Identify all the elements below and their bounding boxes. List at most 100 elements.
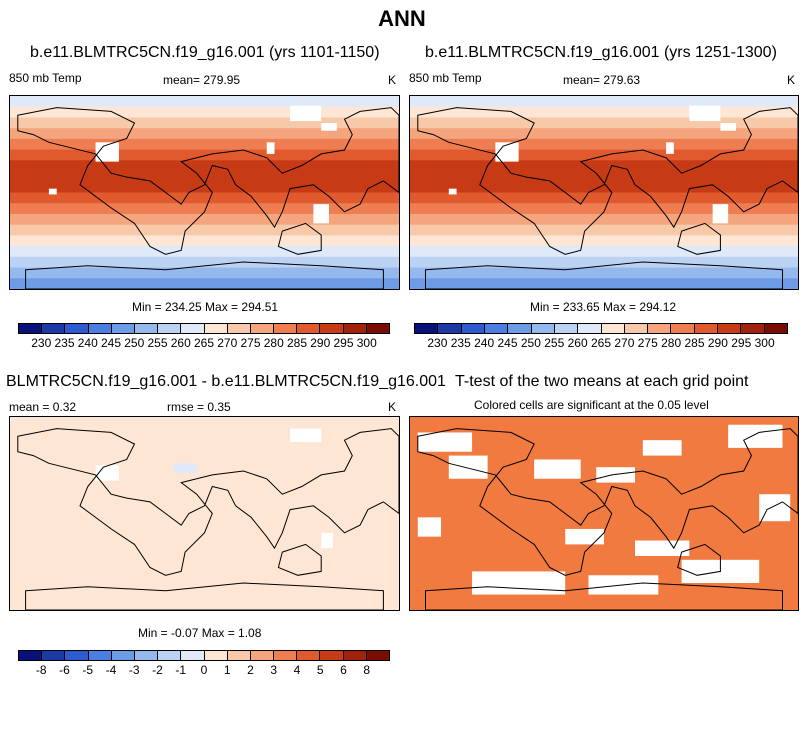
- colorbar-tick-label: 4: [293, 663, 301, 677]
- colorbar-swatch: [297, 324, 321, 333]
- coastline: [425, 582, 783, 610]
- panel3-map-svg: [10, 417, 399, 610]
- missing-data-cell: [95, 142, 119, 162]
- panel3-map: [9, 416, 400, 611]
- panel1-map-svg: [10, 96, 399, 289]
- missing-data-cell: [321, 532, 333, 549]
- colorbar-tick-label: 260: [567, 336, 588, 350]
- colorbar-tick-label: 260: [170, 336, 191, 350]
- colorbar-tick-label: 290: [310, 336, 331, 350]
- colorbar-tick-label: -5: [82, 663, 94, 677]
- colorbar-swatch: [158, 651, 182, 660]
- coastline: [417, 107, 798, 255]
- difference-fill: [10, 417, 399, 610]
- temperature-band: [10, 224, 399, 236]
- missing-data-cell: [666, 142, 674, 154]
- colorbar-tick-label: 235: [54, 336, 75, 350]
- colorbar-tick-label: 270: [217, 336, 238, 350]
- colorbar-swatch: [366, 651, 389, 660]
- temperature-band: [10, 128, 399, 140]
- not-significant-cell: [565, 528, 604, 545]
- colorbar-tick-label: 265: [590, 336, 612, 350]
- panel1-map: [9, 95, 400, 290]
- panel2-title: b.e11.BLMTRC5CN.f19_g16.001 (yrs 1251-13…: [425, 44, 777, 61]
- colorbar-swatch: [134, 324, 159, 333]
- colorbar-swatch: [65, 651, 89, 660]
- not-significant-cell: [534, 459, 581, 479]
- colorbar-swatch: [366, 324, 389, 333]
- colorbar-swatch: [204, 651, 228, 660]
- panel3-minmax: Min = -0.07 Max = 1.08: [138, 626, 262, 640]
- colorbar-swatch: [250, 324, 275, 333]
- colorbar-swatch: [320, 324, 344, 333]
- colorbar-swatch: [297, 651, 321, 660]
- colorbar-swatch: [508, 324, 532, 333]
- panel4-subtitle: Colored cells are significant at the 0.0…: [474, 398, 709, 412]
- panel3-colorbar: [18, 650, 390, 661]
- panel4-map-svg: [410, 417, 798, 610]
- temperature-band: [10, 96, 399, 108]
- colorbar-tick-label: -8: [35, 663, 47, 677]
- colorbar-tick-label: 235: [450, 336, 471, 350]
- colorbar-swatch: [227, 324, 251, 333]
- colorbar-swatch: [415, 324, 439, 333]
- panel2-map-svg: [410, 96, 798, 289]
- colorbar-swatch: [19, 651, 43, 660]
- colorbar-swatch: [461, 324, 485, 333]
- panel1-mean-label: mean= 279.95: [163, 73, 241, 87]
- panel2-mean-label: mean= 279.63: [563, 73, 641, 87]
- colorbar-swatch: [158, 324, 182, 333]
- colorbar-swatch: [111, 324, 135, 333]
- colorbar-tick-label: 300: [754, 336, 775, 350]
- missing-data-cell: [266, 142, 275, 154]
- colorbar-swatch: [19, 324, 43, 333]
- panel3-title: BLMTRC5CN.f19_g16.001 - b.e11.BLMTRC5CN.…: [6, 373, 446, 390]
- colorbar-tick-label: 255: [544, 336, 565, 350]
- coastline: [677, 222, 721, 255]
- missing-data-cell: [321, 123, 337, 131]
- colorbar-tick-label: 245: [497, 336, 518, 350]
- temperature-band: [410, 213, 798, 226]
- panel3-rmse-label: rmse = 0.35: [167, 400, 231, 414]
- colorbar-tick-label: 5: [316, 663, 324, 677]
- colorbar-tick-label: 230: [31, 336, 52, 350]
- coastline: [277, 222, 322, 255]
- colorbar-swatch: [181, 651, 205, 660]
- temperature-band: [410, 117, 798, 129]
- temperature-band: [410, 181, 798, 194]
- colorbar-tick-label: 275: [240, 336, 261, 350]
- not-significant-cell: [417, 432, 473, 452]
- coastline: [277, 543, 322, 576]
- colorbar-swatch: [578, 324, 602, 333]
- colorbar-swatch: [438, 324, 462, 333]
- colorbar-tick-label: -1: [175, 663, 187, 677]
- colorbar-swatch: [343, 324, 367, 333]
- panel1-minmax: Min = 234.25 Max = 294.51: [132, 300, 279, 314]
- main-title: ANN: [378, 6, 426, 31]
- colorbar-swatch: [88, 651, 112, 660]
- coastline: [425, 261, 783, 289]
- missing-data-cell: [290, 105, 322, 122]
- colorbar-swatch: [42, 651, 66, 660]
- panel2-colorbar: [414, 323, 788, 334]
- colorbar-tick-label: 1: [223, 663, 231, 677]
- panel2-minmax: Min = 233.65 Max = 294.12: [530, 300, 677, 314]
- temperature-band: [10, 117, 399, 129]
- colorbar-swatch: [181, 324, 205, 333]
- temperature-band: [410, 96, 798, 108]
- missing-data-cell: [689, 105, 721, 122]
- not-significant-cell: [728, 424, 783, 448]
- colorbar-tick-label: 230: [427, 336, 448, 350]
- panel4-map: [409, 416, 799, 611]
- colorbar-tick-label: 270: [614, 336, 635, 350]
- temperature-band: [410, 106, 798, 119]
- colorbar-swatch: [111, 651, 135, 660]
- colorbar-swatch: [554, 324, 579, 333]
- temperature-band: [410, 160, 798, 172]
- colorbar-swatch: [764, 324, 787, 333]
- colorbar-swatch: [134, 651, 159, 660]
- difference-negative-cell: [173, 463, 197, 473]
- temperature-band: [10, 138, 399, 151]
- colorbar-swatch: [648, 324, 672, 333]
- panel1-variable-label: 850 mb Temp: [9, 71, 82, 85]
